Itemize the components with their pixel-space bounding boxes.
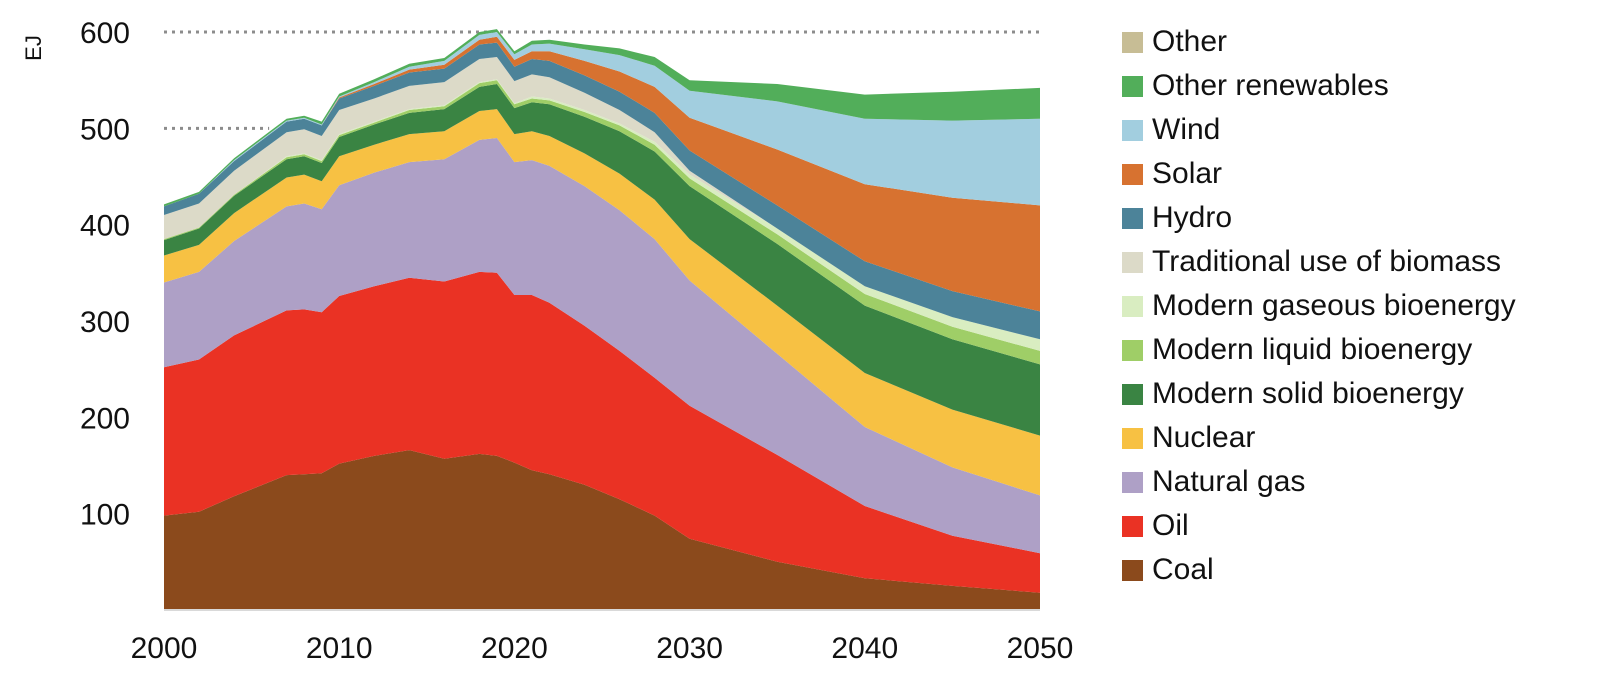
legend-item-other-renewables: Other renewables: [1122, 64, 1592, 108]
legend-item-solar: Solar: [1122, 152, 1592, 196]
area-modern-liquid-bioenergy: [164, 80, 1040, 365]
legend-item-oil: Oil: [1122, 504, 1592, 548]
x-tick-label: 2000: [131, 632, 198, 665]
legend-label: Other: [1152, 25, 1228, 58]
legend-swatch: [1122, 75, 1143, 97]
y-tick-label: 300: [80, 306, 130, 339]
legend-label: Modern solid bioenergy: [1152, 377, 1464, 410]
legend-label: Oil: [1152, 509, 1189, 542]
legend-item-coal: Coal: [1122, 548, 1592, 592]
y-tick-label: 400: [80, 210, 130, 243]
legend-label: Natural gas: [1152, 465, 1306, 498]
legend-label: Coal: [1152, 553, 1214, 586]
legend-item-natural-gas: Natural gas: [1122, 460, 1592, 504]
area-wind: [164, 32, 1040, 207]
legend-item-modern-liquid-bioenergy: Modern liquid bioenergy: [1122, 328, 1592, 372]
x-tick-label: 2030: [656, 632, 723, 665]
legend-label: Traditional use of biomass: [1152, 245, 1502, 278]
legend-item-modern-gaseous-bioenergy: Modern gaseous bioenergy: [1122, 284, 1592, 328]
legend-item-modern-solid-bioenergy: Modern solid bioenergy: [1122, 372, 1592, 416]
area-modern-solid-bioenergy: [164, 84, 1040, 436]
legend-swatch: [1122, 339, 1143, 361]
legend-swatch: [1122, 207, 1143, 229]
legend-label: Solar: [1152, 157, 1223, 190]
y-tick-label: 200: [80, 402, 130, 435]
area-modern-gaseous-bioenergy: [164, 79, 1040, 351]
area-hydro: [164, 42, 1040, 340]
legend-label: Hydro: [1152, 201, 1233, 234]
legend: Other Other renewables Wind Solar Hydro Tradi…: [1122, 20, 1592, 592]
x-tick-label: 2050: [1007, 632, 1074, 665]
legend-swatch: [1122, 31, 1143, 53]
legend-swatch: [1122, 383, 1143, 405]
legend-swatch: [1122, 427, 1143, 449]
legend-label: Wind: [1152, 113, 1221, 146]
legend-swatch: [1122, 515, 1143, 537]
x-tick-label: 2010: [306, 632, 373, 665]
legend-swatch: [1122, 119, 1143, 141]
legend-item-nuclear: Nuclear: [1122, 416, 1592, 460]
y-tick-label: 600: [80, 17, 130, 50]
area-oil: [164, 271, 1040, 593]
x-tick-label: 2020: [481, 632, 548, 665]
area-series: [164, 29, 1040, 610]
y-tick-label: 100: [80, 499, 130, 532]
area-other-renewables: [164, 29, 1040, 207]
legend-swatch: [1122, 295, 1143, 317]
legend-label: Nuclear: [1152, 421, 1256, 454]
area-coal: [164, 450, 1040, 610]
legend-swatch: [1122, 163, 1143, 185]
legend-item-hydro: Hydro: [1122, 196, 1592, 240]
area-nuclear: [164, 109, 1040, 496]
legend-swatch: [1122, 471, 1143, 493]
y-axis-unit-label: EJ: [21, 35, 46, 61]
y-axis-ticks: 100 200 300 400 500 600: [80, 17, 130, 532]
legend-swatch: [1122, 559, 1143, 581]
legend-item-wind: Wind: [1122, 108, 1592, 152]
legend-item-other: Other: [1122, 20, 1592, 64]
area-traditional-use-of-biomass: [164, 57, 1040, 340]
legend-item-traditional-use-of-biomass: Traditional use of biomass: [1122, 240, 1592, 284]
legend-swatch: [1122, 251, 1143, 273]
y-tick-label: 500: [80, 113, 130, 146]
legend-label: Modern gaseous bioenergy: [1152, 289, 1516, 322]
legend-label: Other renewables: [1152, 69, 1389, 102]
gridlines: [164, 30, 1040, 130]
x-tick-label: 2040: [831, 632, 898, 665]
legend-label: Modern liquid bioenergy: [1152, 333, 1473, 366]
area-solar: [164, 36, 1040, 312]
x-axis-ticks: 2000 2010 2020 2030 2040 2050: [131, 632, 1074, 665]
area-natural-gas: [164, 138, 1040, 554]
